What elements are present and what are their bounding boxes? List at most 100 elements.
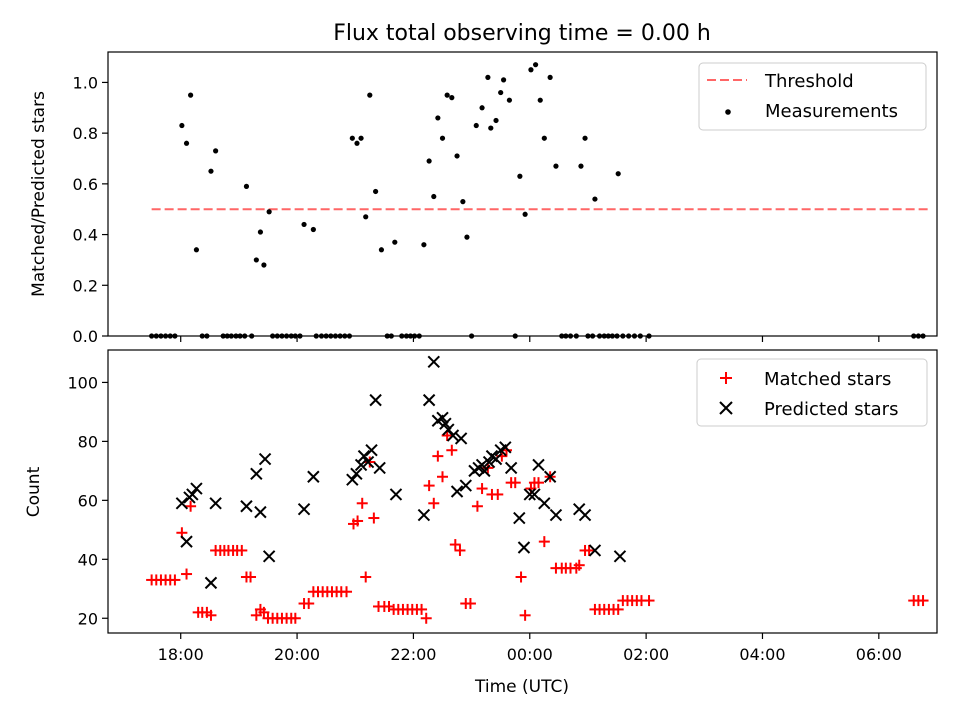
predicted-star-point bbox=[549, 508, 563, 522]
measurement-point bbox=[310, 226, 316, 233]
predicted-star-point bbox=[538, 497, 551, 510]
bottom-axes-frame bbox=[107, 349, 938, 634]
matched-star-point bbox=[509, 477, 521, 489]
matched-star-point bbox=[532, 477, 544, 489]
predicted-star-point bbox=[346, 473, 359, 486]
measurement-point bbox=[537, 97, 543, 103]
predicted-star-point bbox=[361, 455, 375, 469]
predicted-star-point bbox=[357, 449, 371, 463]
matched-star-point bbox=[181, 568, 193, 580]
predicted-star-point bbox=[459, 479, 472, 492]
predicted-star-point bbox=[250, 467, 263, 481]
predicted-star-point bbox=[450, 485, 464, 498]
x-tick-label: 02:00 bbox=[623, 645, 669, 664]
predicted-star-point bbox=[175, 497, 189, 510]
predicted-star-point bbox=[186, 488, 199, 501]
measurement-point bbox=[582, 135, 588, 141]
bottom-legend-box bbox=[696, 358, 928, 427]
predicted-star-point bbox=[209, 497, 222, 510]
predicted-star-point bbox=[478, 464, 491, 478]
matched-star-point bbox=[454, 544, 466, 556]
bottom-y-axis: 20 40 60 80 100 bbox=[67, 373, 108, 628]
legend-threshold-label: Threshold bbox=[764, 71, 854, 92]
predicted-star-point bbox=[240, 500, 253, 513]
predicted-star-point bbox=[499, 441, 512, 454]
predicted-star-point bbox=[513, 511, 526, 525]
measurement-point bbox=[266, 209, 272, 215]
measurement-point bbox=[500, 77, 507, 83]
measurement-point bbox=[592, 196, 598, 202]
measurement-point bbox=[301, 221, 307, 228]
measurement-point bbox=[243, 183, 250, 189]
legend-measurement-label: Measurements bbox=[765, 101, 898, 122]
matched-star-point bbox=[364, 456, 376, 468]
bottom-y-axis-label: Count bbox=[24, 466, 44, 517]
matched-star-point bbox=[583, 544, 595, 556]
measurement-point bbox=[253, 257, 259, 263]
x-tick-label: 06:00 bbox=[856, 645, 902, 664]
bottom-subplot: 20 40 60 80 100 18:00 20:00 22:00 00:00 02:00 04:… bbox=[24, 349, 938, 697]
predicted-star-point bbox=[307, 470, 320, 483]
x-axis-label: Time (UTC) bbox=[474, 677, 569, 697]
predicted-star-point bbox=[350, 467, 363, 481]
top-y-axis-label: Matched/Predicted stars bbox=[29, 91, 49, 297]
predicted-star-point bbox=[180, 535, 193, 548]
measurement-point bbox=[208, 168, 214, 174]
matched-star-point bbox=[356, 497, 368, 509]
measurement-point bbox=[421, 242, 427, 248]
measurement-point bbox=[479, 105, 485, 111]
measurement-point bbox=[615, 171, 621, 177]
top-y-tick-label: 0.6 bbox=[73, 175, 98, 194]
top-y-axis: 0.0 0.2 0.4 0.6 0.8 1.0 bbox=[73, 73, 108, 346]
predicted-star-point bbox=[489, 452, 503, 466]
legend-measurement-swatch bbox=[725, 109, 731, 115]
matched-star-point bbox=[258, 606, 270, 618]
matched-star-point bbox=[368, 512, 380, 524]
predicted-star-point bbox=[190, 482, 203, 495]
bottom-y-tick-label: 60 bbox=[78, 491, 98, 510]
bottom-y-tick-label: 40 bbox=[78, 550, 98, 569]
matched-stars-points bbox=[146, 429, 929, 624]
matched-star-point bbox=[432, 450, 444, 462]
measurement-point bbox=[213, 148, 219, 154]
matched-star-point bbox=[341, 586, 353, 598]
matched-star-point bbox=[492, 488, 504, 500]
measurement-point bbox=[349, 135, 355, 141]
x-tick-label: 04:00 bbox=[739, 645, 785, 664]
predicted-star-point bbox=[588, 544, 602, 557]
predicted-star-point bbox=[528, 488, 541, 501]
matched-star-point bbox=[250, 609, 262, 621]
measurement-point bbox=[460, 199, 466, 205]
matched-star-point bbox=[303, 598, 315, 610]
matched-star-point bbox=[449, 539, 461, 551]
measurement-point bbox=[354, 140, 360, 146]
measurement-point bbox=[431, 193, 437, 200]
matched-star-point bbox=[464, 598, 476, 610]
bottom-legend: Matched stars Predicted stars bbox=[696, 358, 928, 427]
matched-star-point bbox=[612, 603, 624, 615]
matched-star-point bbox=[289, 612, 301, 624]
bottom-y-tick-label: 20 bbox=[78, 609, 98, 628]
predicted-star-point bbox=[262, 550, 276, 563]
top-y-tick-label: 0.8 bbox=[73, 124, 98, 143]
predicted-star-point bbox=[543, 470, 557, 483]
predicted-star-point bbox=[204, 576, 218, 590]
predicted-star-point bbox=[254, 505, 267, 519]
matched-star-point bbox=[185, 500, 197, 512]
matched-star-point bbox=[416, 603, 428, 615]
measurement-point bbox=[485, 74, 491, 80]
top-y-tick-label: 0.0 bbox=[73, 327, 98, 346]
top-y-tick-label: 0.2 bbox=[73, 276, 98, 295]
measurement-point bbox=[426, 158, 432, 164]
matched-star-point bbox=[245, 571, 257, 583]
predicted-star-point bbox=[427, 355, 440, 368]
measurement-point bbox=[493, 117, 499, 124]
measurement-point bbox=[193, 247, 200, 253]
matched-star-point bbox=[471, 500, 483, 512]
measurement-point bbox=[444, 92, 450, 98]
x-tick-label: 00:00 bbox=[507, 645, 553, 664]
top-y-tick-label: 0.4 bbox=[73, 226, 98, 245]
measurement-point bbox=[449, 95, 455, 101]
matched-star-point bbox=[360, 571, 372, 583]
measurement-point bbox=[541, 135, 547, 141]
